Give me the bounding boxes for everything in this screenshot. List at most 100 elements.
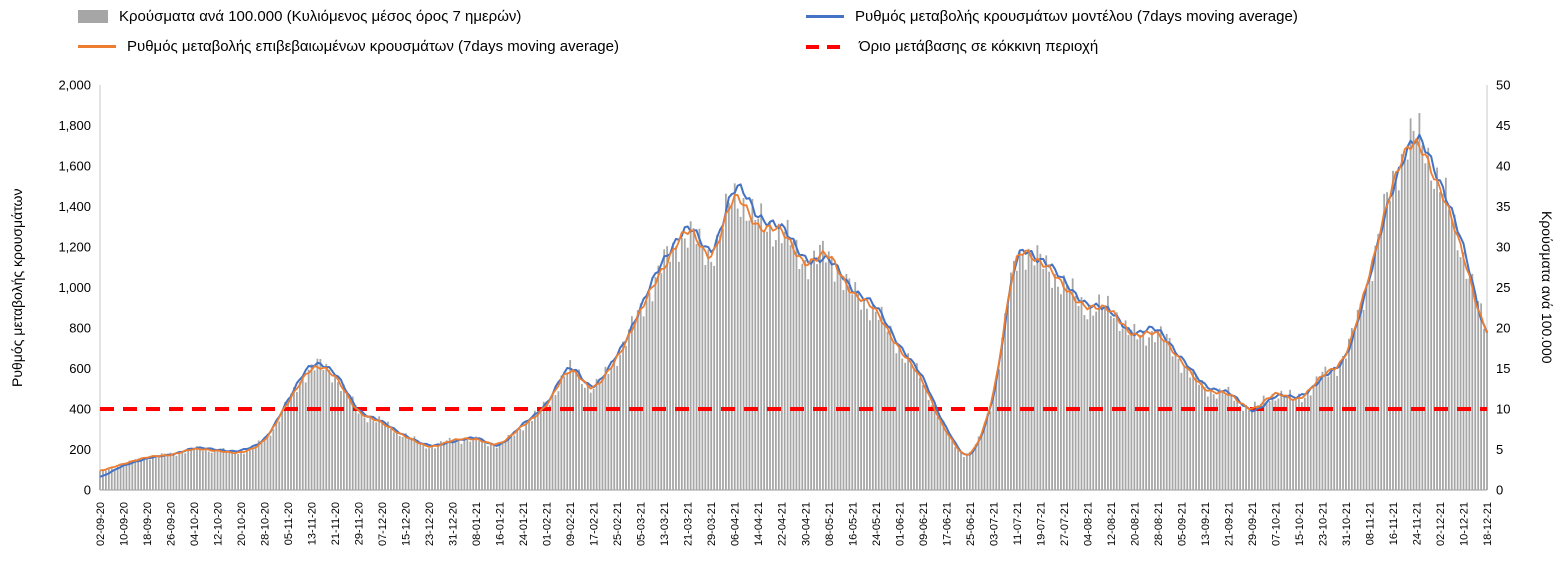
right-axis-title: Κρούσματα ανά 100.000 <box>1539 211 1555 364</box>
svg-text:1,800: 1,800 <box>58 118 91 133</box>
svg-text:09-06-21: 09-06-21 <box>918 502 930 546</box>
svg-text:04-10-20: 04-10-20 <box>189 502 201 546</box>
legend-label-cases-per-100k: Κρούσματα ανά 100.000 (Κυλιόμενος μέσος … <box>119 8 522 25</box>
svg-text:28-08-21: 28-08-21 <box>1153 502 1165 546</box>
svg-text:0: 0 <box>84 483 91 498</box>
legend-label-red-zone-threshold: Όριο μετάβασης σε κόκκινη περιοχή <box>859 38 1099 55</box>
svg-text:22-04-21: 22-04-21 <box>777 502 789 546</box>
svg-text:05-09-21: 05-09-21 <box>1176 502 1188 546</box>
svg-text:04-08-21: 04-08-21 <box>1082 502 1094 546</box>
svg-text:08-05-21: 08-05-21 <box>824 502 836 546</box>
x-axis-tick-labels: 02-09-20 10-09-20 18-09-20 26-09-20 04-10-20… <box>95 502 1494 546</box>
blue-line-swatch-icon <box>806 15 844 18</box>
legend-item-model-rate: Ρυθμός μεταβολής κρουσμάτων μοντέλου (7d… <box>806 8 1298 25</box>
svg-text:12-10-20: 12-10-20 <box>213 502 225 546</box>
svg-text:02-09-20: 02-09-20 <box>95 502 107 546</box>
svg-text:15-10-21: 15-10-21 <box>1294 502 1306 546</box>
legend-item-cases-per-100k: Κρούσματα ανά 100.000 (Κυλιόμενος μέσος … <box>78 8 521 25</box>
svg-text:13-03-21: 13-03-21 <box>659 502 671 546</box>
svg-text:03-07-21: 03-07-21 <box>988 502 1000 546</box>
svg-text:1,400: 1,400 <box>58 199 91 214</box>
legend-item-confirmed-rate: Ρυθμός μεταβολής επιβεβαιωμένων κρουσμάτ… <box>78 38 619 55</box>
svg-text:12-08-21: 12-08-21 <box>1106 502 1118 546</box>
svg-text:2,000: 2,000 <box>58 78 91 93</box>
svg-text:29-03-21: 29-03-21 <box>706 502 718 546</box>
svg-text:02-12-21: 02-12-21 <box>1435 502 1447 546</box>
svg-text:01-06-21: 01-06-21 <box>894 502 906 546</box>
svg-text:25-06-21: 25-06-21 <box>965 502 977 546</box>
legend-label-model-rate: Ρυθμός μεταβολής κρουσμάτων μοντέλου (7d… <box>855 8 1298 25</box>
svg-text:19-07-21: 19-07-21 <box>1035 502 1047 546</box>
svg-text:200: 200 <box>69 442 91 457</box>
svg-text:20-10-20: 20-10-20 <box>236 502 248 546</box>
svg-text:24-05-21: 24-05-21 <box>871 502 883 546</box>
svg-text:05-11-20: 05-11-20 <box>283 502 295 545</box>
svg-text:20: 20 <box>1496 321 1510 336</box>
svg-text:18-09-20: 18-09-20 <box>142 502 154 546</box>
svg-text:30-04-21: 30-04-21 <box>800 502 812 546</box>
svg-text:35: 35 <box>1496 199 1510 214</box>
svg-text:25-02-21: 25-02-21 <box>612 502 624 546</box>
svg-text:05-03-21: 05-03-21 <box>636 502 648 546</box>
svg-text:01-02-21: 01-02-21 <box>542 502 554 546</box>
svg-text:31-10-21: 31-10-21 <box>1341 502 1353 546</box>
svg-text:06-04-21: 06-04-21 <box>730 502 742 546</box>
svg-text:45: 45 <box>1496 118 1510 133</box>
svg-text:27-07-21: 27-07-21 <box>1059 502 1071 546</box>
svg-text:21-09-21: 21-09-21 <box>1223 502 1235 546</box>
svg-text:10: 10 <box>1496 402 1510 417</box>
svg-text:10-12-21: 10-12-21 <box>1459 502 1471 546</box>
svg-text:26-09-20: 26-09-20 <box>166 502 178 546</box>
red-dashed-swatch-icon <box>806 44 848 49</box>
svg-text:07-10-21: 07-10-21 <box>1270 502 1282 546</box>
svg-text:23-10-21: 23-10-21 <box>1317 502 1329 546</box>
svg-text:15-12-20: 15-12-20 <box>401 502 413 546</box>
svg-text:14-04-21: 14-04-21 <box>753 502 765 546</box>
svg-text:09-02-21: 09-02-21 <box>565 502 577 546</box>
right-axis-tick-labels: 0 5 10 15 20 25 30 35 40 45 50 <box>1496 78 1510 498</box>
svg-text:17-06-21: 17-06-21 <box>941 502 953 546</box>
svg-text:08-11-21: 08-11-21 <box>1365 502 1377 545</box>
svg-text:50: 50 <box>1496 78 1510 93</box>
svg-text:0: 0 <box>1496 483 1503 498</box>
bars-series <box>99 113 1488 491</box>
svg-text:15: 15 <box>1496 361 1510 376</box>
svg-text:17-02-21: 17-02-21 <box>589 502 601 546</box>
svg-text:600: 600 <box>69 361 91 376</box>
svg-text:23-12-20: 23-12-20 <box>424 502 436 546</box>
svg-text:30: 30 <box>1496 240 1510 255</box>
svg-text:16-05-21: 16-05-21 <box>847 502 859 546</box>
svg-text:16-11-21: 16-11-21 <box>1388 502 1400 545</box>
orange-line-swatch-icon <box>78 45 116 48</box>
svg-text:21-03-21: 21-03-21 <box>683 502 695 546</box>
svg-text:21-11-20: 21-11-20 <box>330 502 342 545</box>
svg-text:29-09-21: 29-09-21 <box>1247 502 1259 546</box>
svg-text:31-12-20: 31-12-20 <box>448 502 460 546</box>
svg-text:16-01-21: 16-01-21 <box>495 502 507 546</box>
svg-text:10-09-20: 10-09-20 <box>119 502 131 546</box>
svg-text:1,200: 1,200 <box>58 240 91 255</box>
gray-bar-swatch-icon <box>78 10 108 23</box>
svg-text:24-01-21: 24-01-21 <box>518 502 530 546</box>
svg-text:40: 40 <box>1496 159 1510 174</box>
svg-text:5: 5 <box>1496 442 1503 457</box>
svg-text:18-12-21: 18-12-21 <box>1482 502 1494 546</box>
svg-text:28-10-20: 28-10-20 <box>260 502 272 546</box>
legend-item-red-zone-threshold: Όριο μετάβασης σε κόκκινη περιοχή <box>806 38 1098 55</box>
svg-text:1,000: 1,000 <box>58 280 91 295</box>
svg-text:25: 25 <box>1496 280 1510 295</box>
svg-text:29-11-20: 29-11-20 <box>354 502 366 545</box>
model-rate-line <box>99 133 1488 478</box>
confirmed-rate-line <box>99 138 1488 472</box>
svg-text:800: 800 <box>69 321 91 336</box>
left-axis-tick-labels: 0 200 400 600 800 1,000 1,200 1,400 1,600 1,800 2,… <box>58 78 91 498</box>
svg-text:13-09-21: 13-09-21 <box>1200 502 1212 546</box>
svg-text:13-11-20: 13-11-20 <box>307 502 319 545</box>
svg-text:11-07-21: 11-07-21 <box>1012 502 1024 545</box>
svg-text:20-08-21: 20-08-21 <box>1129 502 1141 546</box>
legend-label-confirmed-rate: Ρυθμός μεταβολής επιβεβαιωμένων κρουσμάτ… <box>127 38 619 55</box>
svg-text:08-01-21: 08-01-21 <box>471 502 483 546</box>
svg-text:07-12-20: 07-12-20 <box>377 502 389 546</box>
